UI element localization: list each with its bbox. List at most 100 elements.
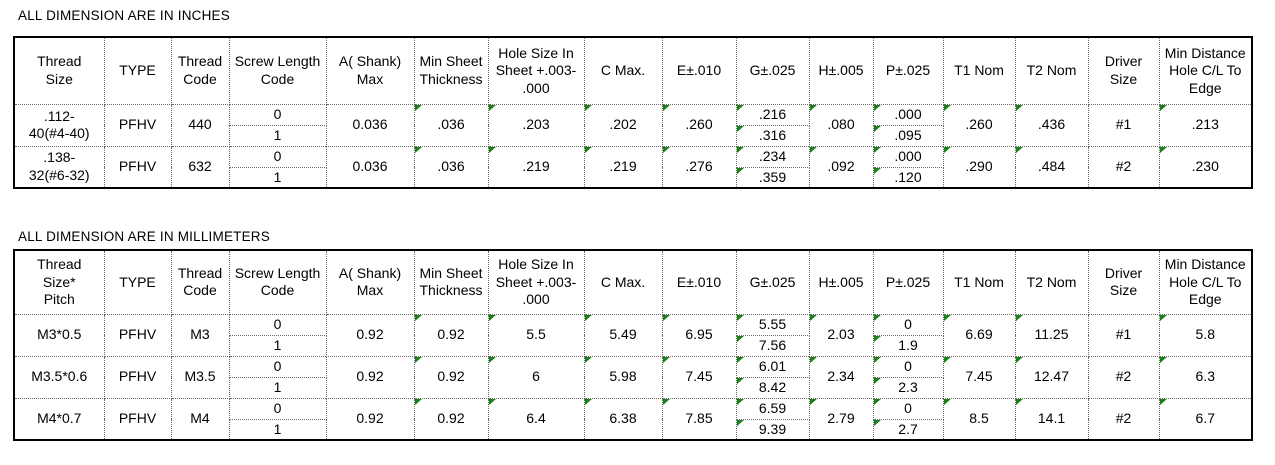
cell-thread-code: M3.5	[170, 355, 230, 399]
error-flag-icon	[415, 357, 423, 364]
error-flag-icon	[810, 105, 818, 112]
cell-g-lower: .359	[735, 166, 810, 189]
error-flag-icon	[874, 315, 882, 322]
cell-g-lower: 8.42	[735, 376, 810, 399]
cell-p-lower: 1.9	[872, 334, 944, 357]
cell-thread-code: M4	[170, 397, 230, 441]
cell-a-shank-max: 0.036	[325, 103, 415, 147]
error-flag-icon	[737, 105, 745, 112]
error-flag-icon	[737, 378, 745, 385]
table-row: M3*0.5 PFHV M3 0 0.92 0.92 5.5 5.49 6.95 5.55 2.03…	[13, 313, 1253, 357]
cell-g-upper: .216	[735, 103, 810, 126]
cell-min-distance-hole-cl-to-edge: 5.8	[1158, 313, 1253, 357]
cell-screw-length-code-lower: 1	[228, 124, 327, 147]
column-header-thread-size: Thread Size* Pitch	[13, 249, 105, 315]
error-flag-icon	[874, 420, 882, 427]
cell-t1-nom: 7.45	[942, 355, 1016, 399]
column-header-type: TYPE	[103, 36, 172, 105]
cell-p-lower: 2.7	[872, 418, 944, 441]
cell-min-sheet-thickness: 0.92	[413, 397, 489, 441]
column-header-type: TYPE	[103, 249, 172, 315]
table-title-millimeters: ALL DIMENSION ARE IN MILLIMETERS	[18, 229, 270, 244]
cell-thread-size: .138- 32(#6-32)	[13, 145, 105, 189]
error-flag-icon	[1160, 147, 1168, 154]
table-row: .138- 32(#6-32) PFHV 632 0 0.036.036.219.219…	[13, 145, 1253, 189]
cell-t2-nom: .484	[1014, 145, 1089, 189]
cell-screw-length-code-lower: 1	[228, 334, 327, 357]
cell-g-upper: 6.59	[735, 397, 810, 420]
error-flag-icon	[415, 147, 423, 154]
column-header-t1-nom: T1 Nom	[942, 249, 1016, 315]
error-flag-icon	[663, 315, 671, 322]
cell-p-lower: .120	[872, 166, 944, 189]
cell-min-sheet-thickness: 0.92	[413, 313, 489, 357]
cell-thread-code: 440	[170, 103, 230, 147]
column-header-a-shank-max: A( Shank) Max	[325, 249, 415, 315]
error-flag-icon	[944, 399, 952, 406]
error-flag-icon	[810, 315, 818, 322]
error-flag-icon	[874, 147, 882, 154]
column-header-t2-nom: T2 Nom	[1014, 36, 1089, 105]
header-row: Thread Size TYPE Thread Code Screw Length C…	[13, 36, 1253, 105]
cell-c-max: .219	[583, 145, 663, 189]
cell-screw-length-code-lower: 1	[228, 166, 327, 189]
cell-c-max: 5.49	[583, 313, 663, 357]
error-flag-icon	[489, 105, 497, 112]
spec-table-millimeters: Thread Size* Pitch TYPE Thread Code Screw L…	[13, 249, 1253, 441]
error-flag-icon	[810, 147, 818, 154]
cell-g-lower: 9.39	[735, 418, 810, 441]
cell-t1-nom: 6.69	[942, 313, 1016, 357]
cell-driver-size: #2	[1087, 145, 1160, 189]
cell-driver-size: #2	[1087, 355, 1160, 399]
cell-type: PFHV	[103, 103, 172, 147]
column-header-min-distance-hole-cl-to-edge: Min Distance Hole C/L To Edge	[1158, 36, 1253, 105]
error-flag-icon	[585, 315, 593, 322]
cell-g-upper: 6.01	[735, 355, 810, 378]
cell-type: PFHV	[103, 145, 172, 189]
column-header-g: G±.025	[735, 36, 810, 105]
cell-c-max: .202	[583, 103, 663, 147]
error-flag-icon	[585, 147, 593, 154]
cell-t2-nom: 11.25	[1014, 313, 1089, 357]
cell-h: .080	[808, 103, 874, 147]
table-title-inches: ALL DIMENSION ARE IN INCHES	[18, 8, 230, 23]
error-flag-icon	[1160, 315, 1168, 322]
table-row: 1 .316 .095	[14, 124, 1252, 147]
cell-a-shank-max: 0.036	[325, 145, 415, 189]
cell-g-lower: 7.56	[735, 334, 810, 357]
cell-a-shank-max: 0.92	[325, 313, 415, 357]
error-flag-icon	[415, 105, 423, 112]
cell-a-shank-max: 0.92	[325, 397, 415, 441]
error-flag-icon	[810, 399, 818, 406]
table-row: M3.5*0.6 PFHV M3.5 0 0.92 0.92 6 5.98 7.45 6.01 2.…	[13, 355, 1253, 399]
column-header-t2-nom: T2 Nom	[1014, 249, 1089, 315]
error-flag-icon	[737, 168, 745, 175]
cell-min-sheet-thickness: .036	[413, 103, 489, 147]
cell-screw-length-code-upper: 0	[228, 313, 327, 336]
cell-e: 6.95	[661, 313, 737, 357]
column-header-h: H±.005	[808, 249, 874, 315]
column-header-c-max: C Max.	[583, 36, 663, 105]
error-flag-icon	[663, 105, 671, 112]
error-flag-icon	[810, 357, 818, 364]
error-flag-icon	[415, 315, 423, 322]
error-flag-icon	[585, 105, 593, 112]
cell-thread-size: .112- 40(#4-40)	[13, 103, 105, 147]
cell-h: .092	[808, 145, 874, 189]
cell-min-sheet-thickness: .036	[413, 145, 489, 189]
cell-a-shank-max: 0.92	[325, 355, 415, 399]
cell-hole-size-in-sheet: .219	[487, 145, 585, 189]
column-header-min-sheet-thickness: Min Sheet Thickness	[413, 249, 489, 315]
cell-t2-nom: 12.47	[1014, 355, 1089, 399]
cell-hole-size-in-sheet: 6	[487, 355, 585, 399]
error-flag-icon	[489, 357, 497, 364]
column-header-a-shank-max: A( Shank) Max	[325, 36, 415, 105]
error-flag-icon	[874, 105, 882, 112]
table-row: 1 7.56 1.9	[14, 334, 1252, 357]
cell-g-upper: .234	[735, 145, 810, 168]
column-header-min-distance-hole-cl-to-edge: Min Distance Hole C/L To Edge	[1158, 249, 1253, 315]
error-flag-icon	[1160, 399, 1168, 406]
cell-screw-length-code-lower: 1	[228, 376, 327, 399]
cell-p-upper: .000	[872, 103, 944, 126]
error-flag-icon	[737, 126, 745, 133]
